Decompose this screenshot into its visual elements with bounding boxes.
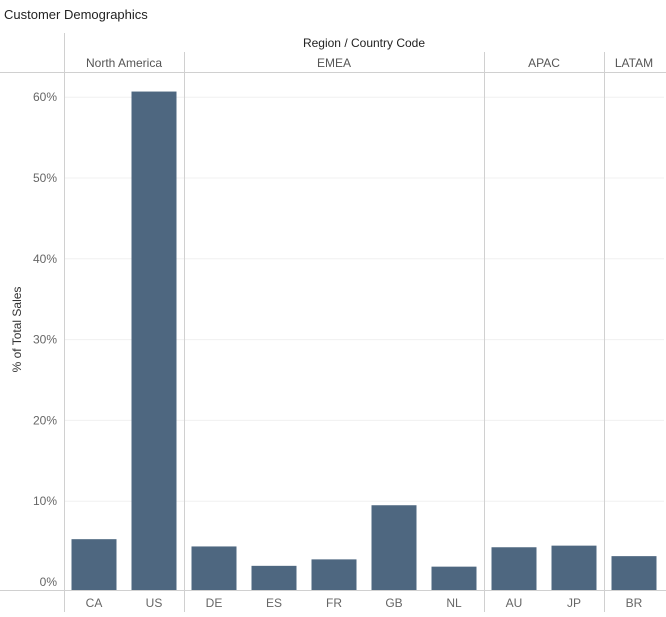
x-tick-label: DE (206, 596, 223, 610)
x-tick-label: US (146, 596, 163, 610)
worksheet-title: Customer Demographics (4, 7, 148, 22)
region-label: EMEA (317, 56, 351, 70)
x-tick-label: JP (567, 596, 581, 610)
bar-us (131, 91, 177, 590)
y-tick-label: 30% (33, 333, 57, 347)
x-tick-label: GB (385, 596, 402, 610)
y-tick-label: 0% (40, 575, 58, 589)
bar-de (191, 546, 237, 590)
y-tick-label: 60% (33, 90, 57, 104)
x-tick-label: NL (446, 596, 462, 610)
y-tick-label: 50% (33, 171, 57, 185)
bar-br (611, 556, 657, 590)
bar-jp (551, 545, 597, 590)
region-label: North America (86, 56, 162, 70)
region-label: APAC (528, 56, 560, 70)
bar-es (251, 565, 297, 590)
y-tick-label: 10% (33, 494, 57, 508)
x-tick-label: ES (266, 596, 282, 610)
bar-nl (431, 566, 477, 590)
x-tick-label: BR (626, 596, 643, 610)
x-tick-label: FR (326, 596, 342, 610)
column-header-title: Region / Country Code (303, 36, 425, 50)
y-tick-label: 20% (33, 413, 57, 427)
region-label: LATAM (615, 56, 653, 70)
bar-au (491, 547, 537, 590)
y-axis-title: % of Total Sales (10, 287, 24, 373)
x-tick-label: AU (506, 596, 523, 610)
bar-ca (71, 539, 117, 590)
y-tick-label: 40% (33, 252, 57, 266)
bar-gb (371, 505, 417, 590)
x-tick-label: CA (86, 596, 103, 610)
bar-fr (311, 559, 357, 590)
